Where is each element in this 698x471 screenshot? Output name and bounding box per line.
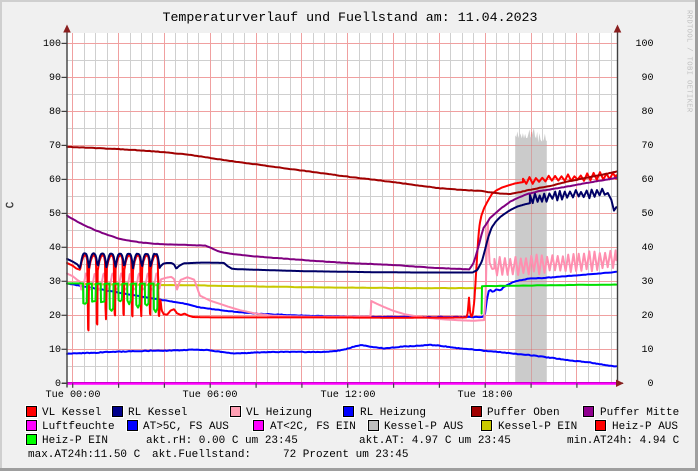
svg-text:RRDTOOL / TOBI OETIKER: RRDTOOL / TOBI OETIKER	[685, 10, 693, 113]
